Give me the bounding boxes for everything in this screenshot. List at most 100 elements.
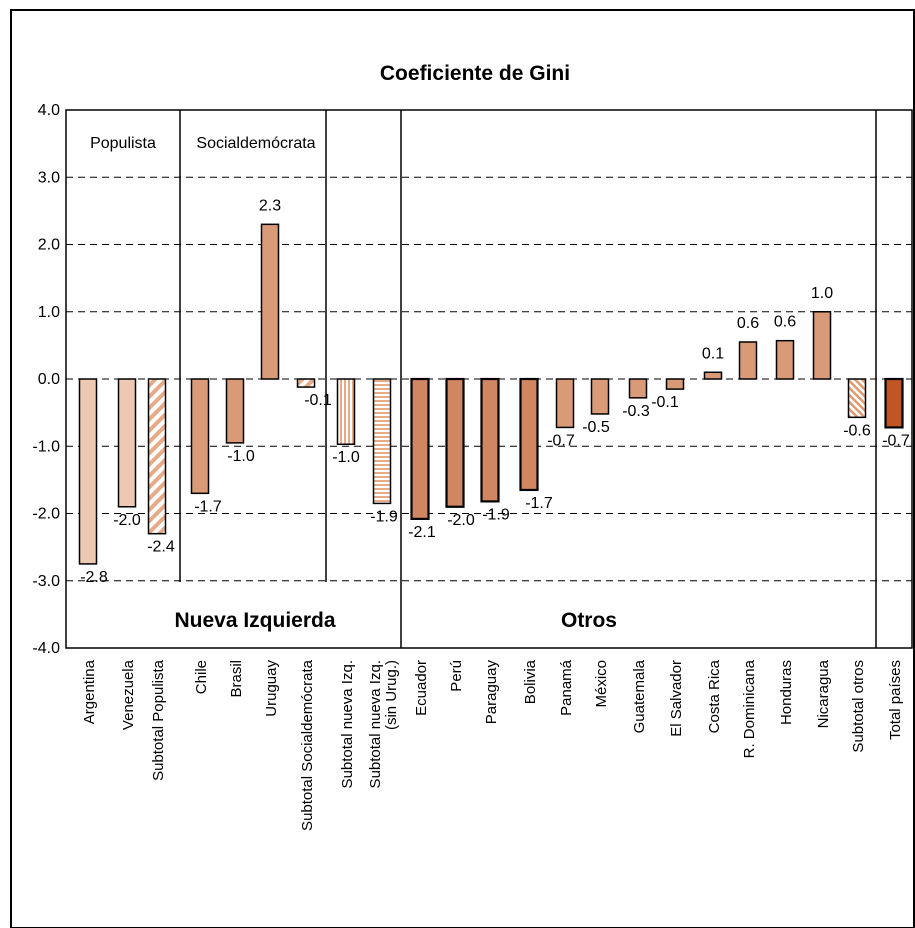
category-label-text: Total países	[887, 660, 904, 740]
y-tick-label: 2.0	[38, 237, 60, 254]
y-tick-label: -2.0	[32, 506, 60, 523]
category-label-text: Subtotal Populista	[150, 659, 167, 781]
category-label-el-salvador: El Salvador	[668, 660, 685, 737]
category-label-subtotal-socialdemocrata: Subtotal Socialdemócrata	[299, 659, 316, 831]
bar-brasil	[225, 378, 245, 444]
category-label-panama: Panamá	[558, 659, 575, 716]
category-label-text: Argentina	[81, 659, 98, 724]
data-label-costa-rica: 0.1	[702, 345, 724, 362]
bar-uruguay	[260, 223, 280, 380]
category-label-peru: Perú	[448, 660, 465, 692]
category-label-text: Uruguay	[263, 660, 280, 717]
bar-argentina	[78, 378, 98, 565]
category-label-brasil: Brasil	[228, 660, 245, 698]
category-label-text: Venezuela	[120, 659, 137, 730]
y-tick-label: -3.0	[32, 573, 60, 590]
outer-frame	[10, 9, 915, 928]
category-label-text: Brasil	[228, 660, 245, 698]
section-label-otros: Otros	[561, 609, 617, 632]
category-label-honduras: Honduras	[778, 660, 795, 725]
data-label-paraguay: -1.9	[482, 506, 510, 523]
category-label-text: Guatemala	[631, 659, 648, 733]
category-label-chile: Chile	[193, 660, 210, 694]
y-tick-label: 1.0	[38, 304, 60, 321]
category-label-subtotal-nueva-izq-sin-urug: Subtotal nueva Izq. (sin Urug.)	[367, 660, 400, 788]
bar-panama	[555, 378, 575, 429]
category-label-r-dominicana: R. Dominicana	[741, 659, 758, 758]
data-label-subtotal-nueva-izq: -1.0	[332, 449, 360, 466]
bar-ecuador	[410, 377, 430, 520]
category-label-text: Perú	[448, 660, 465, 692]
bar-guatemala	[628, 378, 648, 399]
y-tick-label: -4.0	[32, 640, 60, 657]
bar-el-salvador	[665, 378, 685, 390]
category-label-text: Nicaragua	[815, 659, 832, 728]
data-label-subtotal-socialdemocrata: -0.1	[304, 392, 332, 409]
bars	[78, 223, 904, 565]
y-tick-label: 0.0	[38, 371, 60, 388]
data-label-ecuador: -2.1	[408, 524, 436, 541]
bar-venezuela	[117, 378, 137, 508]
data-label-argentina: -2.8	[80, 569, 108, 586]
category-label-subtotal-otros: Subtotal otros	[850, 660, 867, 753]
category-label-venezuela: Venezuela	[120, 659, 137, 730]
bar-r-dominicana	[738, 341, 758, 380]
section-label-nueva-izquierda: Nueva Izquierda	[174, 609, 335, 632]
data-label-bolivia: -1.7	[525, 495, 553, 512]
y-tick-label: 3.0	[38, 169, 60, 186]
category-label-paraguay: Paraguay	[483, 660, 500, 725]
bar-subtotal-socialdemocrata	[296, 378, 316, 388]
bar-total-paises	[884, 377, 904, 429]
bar-nicaragua	[812, 311, 832, 380]
category-label-total-paises: Total países	[887, 660, 904, 740]
category-label-text: Panamá	[558, 659, 575, 716]
category-label-ecuador: Ecuador	[413, 660, 430, 716]
category-label-subtotal-nueva-izq: Subtotal nueva Izq.	[339, 660, 356, 788]
category-label-uruguay: Uruguay	[263, 660, 280, 717]
category-label-bolivia: Bolivia	[522, 659, 539, 704]
data-label-uruguay: 2.3	[259, 197, 281, 214]
category-label-text: México	[593, 660, 610, 708]
category-label-text: Subtotal otros	[850, 660, 867, 753]
y-tick-label: -1.0	[32, 438, 60, 455]
bar-chile	[190, 378, 210, 495]
category-label-text: Subtotal nueva Izq.	[339, 660, 356, 788]
data-label-nicaragua: 1.0	[811, 285, 833, 302]
group-dividers	[179, 110, 877, 648]
data-label-mexico: -0.5	[582, 419, 610, 436]
category-label-text: El Salvador	[668, 660, 685, 737]
category-label-text: Ecuador	[413, 660, 430, 716]
category-label-text: Costa Rica	[706, 659, 723, 733]
data-label-subtotal-otros: -0.6	[843, 422, 871, 439]
bar-bolivia	[519, 377, 539, 492]
group-label-populista: Populista	[90, 135, 156, 152]
y-axis: 4.0 3.0 2.0 1.0 0.0 -1.0 -2.0 -3.0 -4.0	[32, 102, 60, 657]
category-label-text: Paraguay	[483, 660, 500, 725]
data-label-subtotal-nueva-izq-sin-urug: -1.9	[370, 508, 398, 525]
bar-subtotal-nueva-izq-sin-urug	[372, 378, 392, 505]
data-label-venezuela: -2.0	[113, 512, 141, 529]
group-label-socialdemocrata: Socialdemócrata	[196, 135, 315, 152]
data-label-subtotal-populista: -2.4	[147, 539, 175, 556]
category-label-costa-rica: Costa Rica	[706, 659, 723, 733]
data-labels: -2.8-2.0-2.4-1.7-1.02.3-0.1-1.0-1.9-2.1-…	[80, 197, 910, 586]
data-label-honduras: 0.6	[774, 314, 796, 331]
category-label-text: R. Dominicana	[741, 659, 758, 758]
data-label-chile: -1.7	[194, 498, 222, 515]
bar-peru	[445, 377, 465, 508]
category-label-text: Chile	[193, 660, 210, 694]
bar-subtotal-populista	[147, 378, 167, 535]
y-tick-label: 4.0	[38, 102, 60, 119]
category-label-line: (sin Urug.)	[383, 660, 400, 730]
category-label-nicaragua: Nicaragua	[815, 659, 832, 728]
category-label-argentina: Argentina	[81, 659, 98, 724]
data-label-guatemala: -0.3	[622, 403, 650, 420]
category-label-text: Bolivia	[522, 659, 539, 704]
category-label-guatemala: Guatemala	[631, 659, 648, 733]
category-label-subtotal-populista: Subtotal Populista	[150, 659, 167, 781]
category-labels: Argentina Venezuela Subtotal Populista Chil…	[81, 659, 904, 831]
data-label-r-dominicana: 0.6	[737, 315, 759, 332]
bar-subtotal-nueva-izq	[336, 378, 356, 445]
bar-paraguay	[480, 377, 500, 503]
data-label-total-paises: -0.7	[882, 432, 910, 449]
